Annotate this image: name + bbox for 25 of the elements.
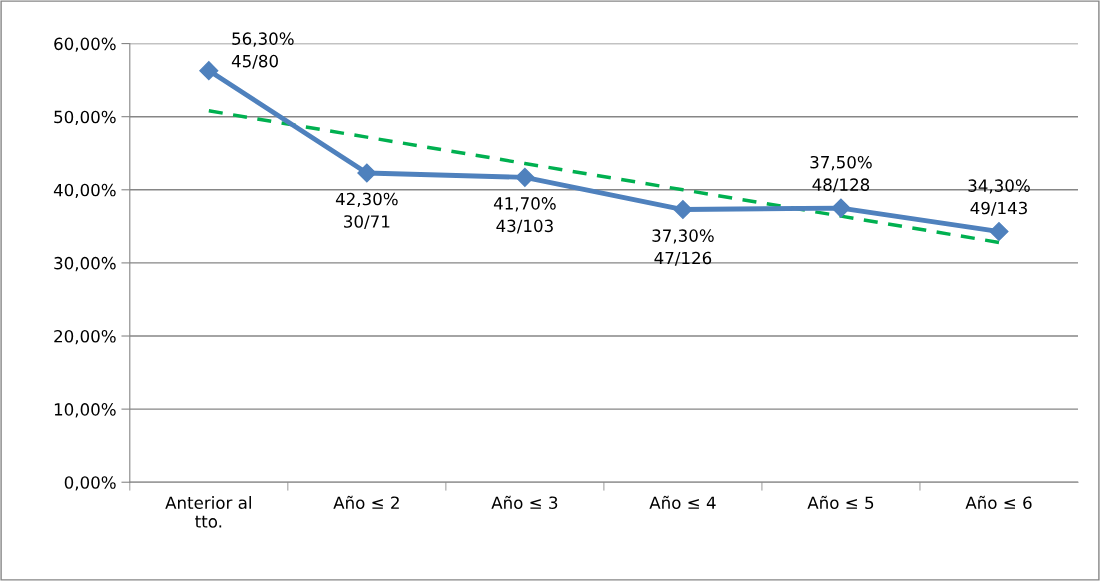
- data-label: 56,30% 45/80: [231, 32, 294, 69]
- x-tick-label: Anterior al tto.: [165, 496, 251, 528]
- data-label: 34,30% 49/143: [968, 179, 1030, 216]
- x-tick-label: Año ≤ 6: [965, 495, 1032, 510]
- y-tick-label: 10,00%: [54, 403, 116, 418]
- point: [515, 167, 535, 187]
- data-label: 37,30% 47/126: [652, 229, 714, 266]
- x-tick-label: Año ≤ 2: [333, 495, 399, 510]
- y-tick-label: 40,00%: [53, 183, 116, 199]
- y-tick-label: 60,00%: [54, 37, 116, 52]
- point: [989, 221, 1009, 241]
- point: [831, 198, 851, 218]
- x-tick-label: Año ≤ 3: [491, 495, 558, 510]
- data-label: 42,30% 30/71: [335, 192, 398, 230]
- y-tick-label: 0,00%: [64, 476, 116, 491]
- point: [673, 199, 693, 220]
- x-tick-label: Año ≤ 5: [807, 495, 874, 510]
- y-tick-label: 50,00%: [54, 110, 116, 125]
- y-tick-label: 30,00%: [54, 256, 116, 272]
- point: [357, 163, 377, 183]
- x-tick-label: Año ≤ 4: [649, 495, 716, 510]
- point: [199, 61, 219, 81]
- data-label: 41,70% 43/103: [493, 197, 556, 234]
- y-tick-label: 20,00%: [54, 329, 116, 345]
- data-label: 37,50% 48/128: [810, 155, 872, 193]
